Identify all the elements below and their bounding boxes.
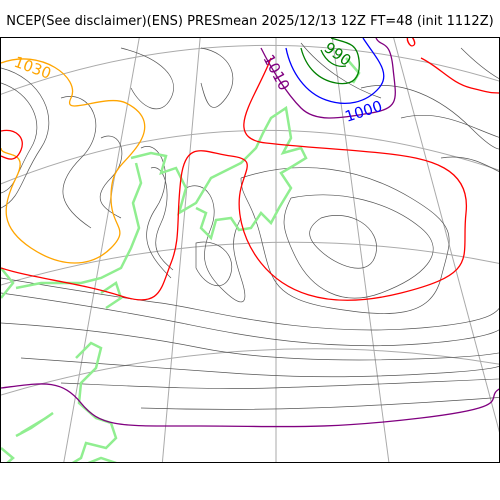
map-canvas: 1030 1010 990 1000 0 [1, 38, 499, 462]
contour-label-990: 990 [321, 39, 355, 70]
contour-1030 [1, 58, 146, 264]
coastlines [1, 57, 361, 462]
graticule [1, 38, 499, 462]
contour-label-1000: 1000 [343, 97, 385, 126]
contour-1010 [1, 38, 499, 428]
contour-label-1020: 0 [403, 38, 419, 52]
contour-1000 [285, 38, 385, 104]
contour-label-1030: 1030 [12, 53, 54, 83]
contour-1020 [1, 57, 499, 301]
contour-990 [300, 38, 360, 85]
isobars [1, 42, 499, 410]
map-title: NCEP(See disclaimer)(ENS) PRESmean 2025/… [6, 14, 494, 29]
pressure-map: 1030 1010 990 1000 0 [0, 37, 500, 463]
